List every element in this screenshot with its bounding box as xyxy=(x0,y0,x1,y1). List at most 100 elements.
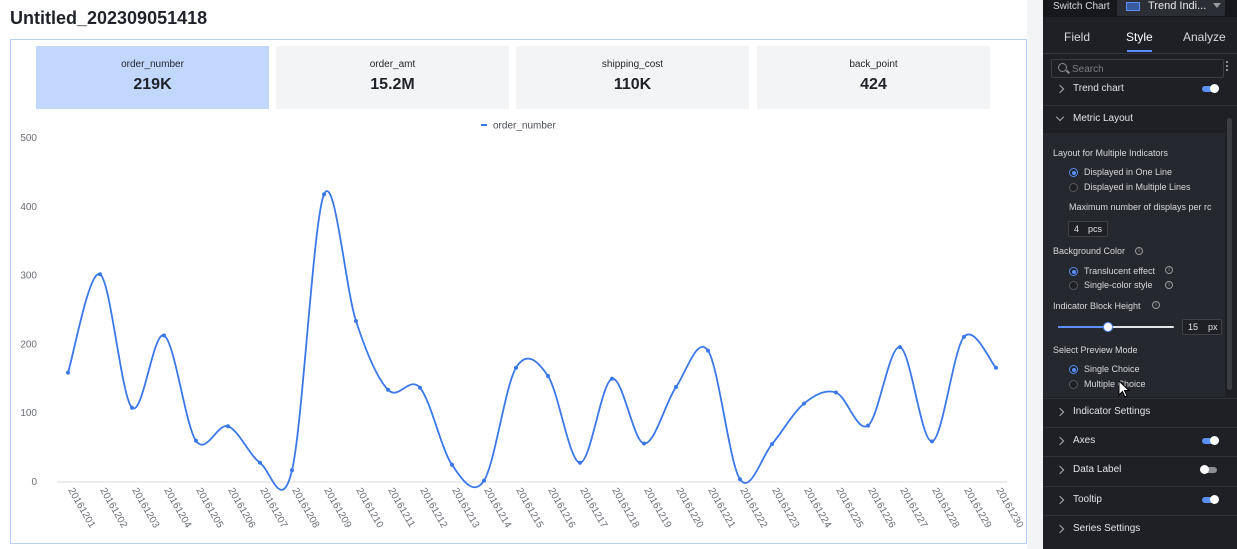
metric-card-order-amt[interactable]: order_amt 15.2M xyxy=(276,46,509,109)
section-label: Axes xyxy=(1073,435,1096,446)
search-box[interactable] xyxy=(1051,59,1224,78)
caret-down-icon xyxy=(1213,3,1221,8)
panel-gutter xyxy=(1027,0,1043,549)
block-height-input[interactable]: 15 px xyxy=(1182,319,1222,335)
data-point xyxy=(578,460,582,465)
info-icon[interactable]: i xyxy=(1165,266,1173,274)
x-tick-label: 20161227 xyxy=(897,486,929,530)
panel-scrollbar[interactable] xyxy=(1227,118,1232,390)
data-point xyxy=(66,370,70,375)
x-tick-label: 20161212 xyxy=(417,486,449,530)
chart-type-value: Trend Indi... xyxy=(1148,0,1206,12)
input-value: 4 xyxy=(1074,224,1080,234)
block-height-slider[interactable] xyxy=(1058,322,1174,332)
metric-label: order_amt xyxy=(369,59,416,70)
active-tab-indicator xyxy=(1127,50,1152,52)
data-point xyxy=(386,387,390,392)
panel-topbar: Switch Chart Trend Indi... xyxy=(1043,0,1237,17)
section-metric-layout[interactable]: Metric Layout xyxy=(1043,105,1237,133)
data-point xyxy=(354,319,358,324)
section-axes[interactable]: Axes xyxy=(1043,427,1237,455)
radio-single-color[interactable] xyxy=(1069,281,1078,290)
trend-chart-toggle[interactable] xyxy=(1202,84,1219,93)
metric-card-back-point[interactable]: back_point 424 xyxy=(757,46,990,109)
tooltip-toggle[interactable] xyxy=(1202,495,1219,504)
x-tick-label: 20161209 xyxy=(321,486,353,530)
trend-indicator-widget[interactable]: order_number 219K order_amt 15.2M shippi… xyxy=(10,39,1027,544)
section-trend-chart[interactable]: Trend chart xyxy=(1043,76,1237,104)
y-tick-label: 0 xyxy=(31,477,37,488)
x-tick-label: 20161208 xyxy=(289,486,321,530)
section-label: Metric Layout xyxy=(1073,113,1134,124)
tab-analyze[interactable]: Analyze xyxy=(1183,30,1226,44)
slider-thumb[interactable] xyxy=(1102,322,1113,332)
data-point xyxy=(802,401,806,406)
data-point xyxy=(162,333,166,338)
x-tick-label: 20161211 xyxy=(385,486,417,530)
tab-field[interactable]: Field xyxy=(1064,30,1091,44)
data-point xyxy=(866,423,870,428)
input-unit: pcs xyxy=(1088,224,1103,234)
chevron-down-icon xyxy=(1055,112,1065,122)
x-tick-label: 20161230 xyxy=(993,486,1025,530)
radio-label[interactable]: Translucent effect xyxy=(1084,266,1156,276)
preview-mode-heading: Select Preview Mode xyxy=(1053,345,1138,355)
series-line xyxy=(67,190,997,491)
metric-label: order_number xyxy=(121,59,184,70)
max-displays-input[interactable]: 4 pcs xyxy=(1068,221,1108,237)
radio-label[interactable]: Displayed in Multiple Lines xyxy=(1084,182,1191,192)
data-point xyxy=(226,424,230,429)
axes-toggle[interactable] xyxy=(1202,436,1219,445)
radio-label[interactable]: Displayed in One Line xyxy=(1084,167,1173,177)
data-point xyxy=(770,442,774,447)
chevron-right-icon xyxy=(1055,436,1065,446)
info-icon[interactable]: i xyxy=(1152,301,1160,309)
section-data-label[interactable]: Data Label xyxy=(1043,456,1237,484)
radio-label[interactable]: Single-color style xyxy=(1084,280,1153,290)
data-point xyxy=(322,192,326,197)
radio-multiple-lines[interactable] xyxy=(1069,183,1078,192)
radio-one-line[interactable] xyxy=(1069,168,1078,177)
info-icon[interactable]: i xyxy=(1165,281,1173,289)
metric-card-order-number[interactable]: order_number 219K xyxy=(36,46,269,109)
metric-label: back_point xyxy=(849,59,898,70)
radio-translucent[interactable] xyxy=(1069,267,1078,276)
chevron-right-icon xyxy=(1055,407,1065,417)
metric-value: 424 xyxy=(860,76,887,93)
x-tick-label: 20161228 xyxy=(929,486,961,530)
tab-style[interactable]: Style xyxy=(1126,30,1153,44)
x-tick-label: 20161206 xyxy=(225,486,257,530)
chevron-right-icon xyxy=(1055,84,1065,94)
radio-single-choice[interactable] xyxy=(1069,365,1078,374)
chevron-right-icon xyxy=(1055,495,1065,505)
section-label: Trend chart xyxy=(1073,83,1124,94)
trend-line-chart: 0 100 200 300 400 500 20161201 20161202 20161203… xyxy=(20,121,1025,531)
section-indicator-settings[interactable]: Indicator Settings xyxy=(1043,398,1237,426)
x-tick-label: 20161214 xyxy=(481,486,513,530)
data-point xyxy=(674,385,678,390)
metric-card-shipping-cost[interactable]: shipping_cost 110K xyxy=(516,46,749,109)
radio-label[interactable]: Single Choice xyxy=(1084,364,1140,374)
more-options-icon[interactable] xyxy=(1226,61,1230,73)
radio-label[interactable]: Multiple Choice xyxy=(1084,379,1146,389)
section-label: Indicator Settings xyxy=(1073,406,1151,417)
slider-fill xyxy=(1058,326,1108,328)
data-point xyxy=(994,365,998,370)
info-icon[interactable]: i xyxy=(1135,247,1143,255)
chart-type-select[interactable]: Trend Indi... xyxy=(1117,0,1225,16)
input-value: 15 xyxy=(1188,322,1199,332)
data-point xyxy=(450,462,454,467)
metric-label: shipping_cost xyxy=(601,59,664,70)
radio-multiple-choice[interactable] xyxy=(1069,380,1078,389)
style-panel: Switch Chart Trend Indi... Field Style A… xyxy=(1043,0,1237,549)
section-series-settings[interactable]: Series Settings xyxy=(1043,515,1237,543)
search-input[interactable] xyxy=(1072,62,1212,76)
x-tick-label: 20161207 xyxy=(257,486,289,530)
section-tooltip[interactable]: Tooltip xyxy=(1043,486,1237,514)
data-label-toggle[interactable] xyxy=(1200,465,1217,474)
metric-value: 219K xyxy=(133,76,172,93)
panel-tabs: Field Style Analyze xyxy=(1043,26,1237,54)
x-tick-label: 20161213 xyxy=(449,486,481,530)
y-tick-label: 300 xyxy=(20,271,37,282)
data-point xyxy=(610,376,614,381)
